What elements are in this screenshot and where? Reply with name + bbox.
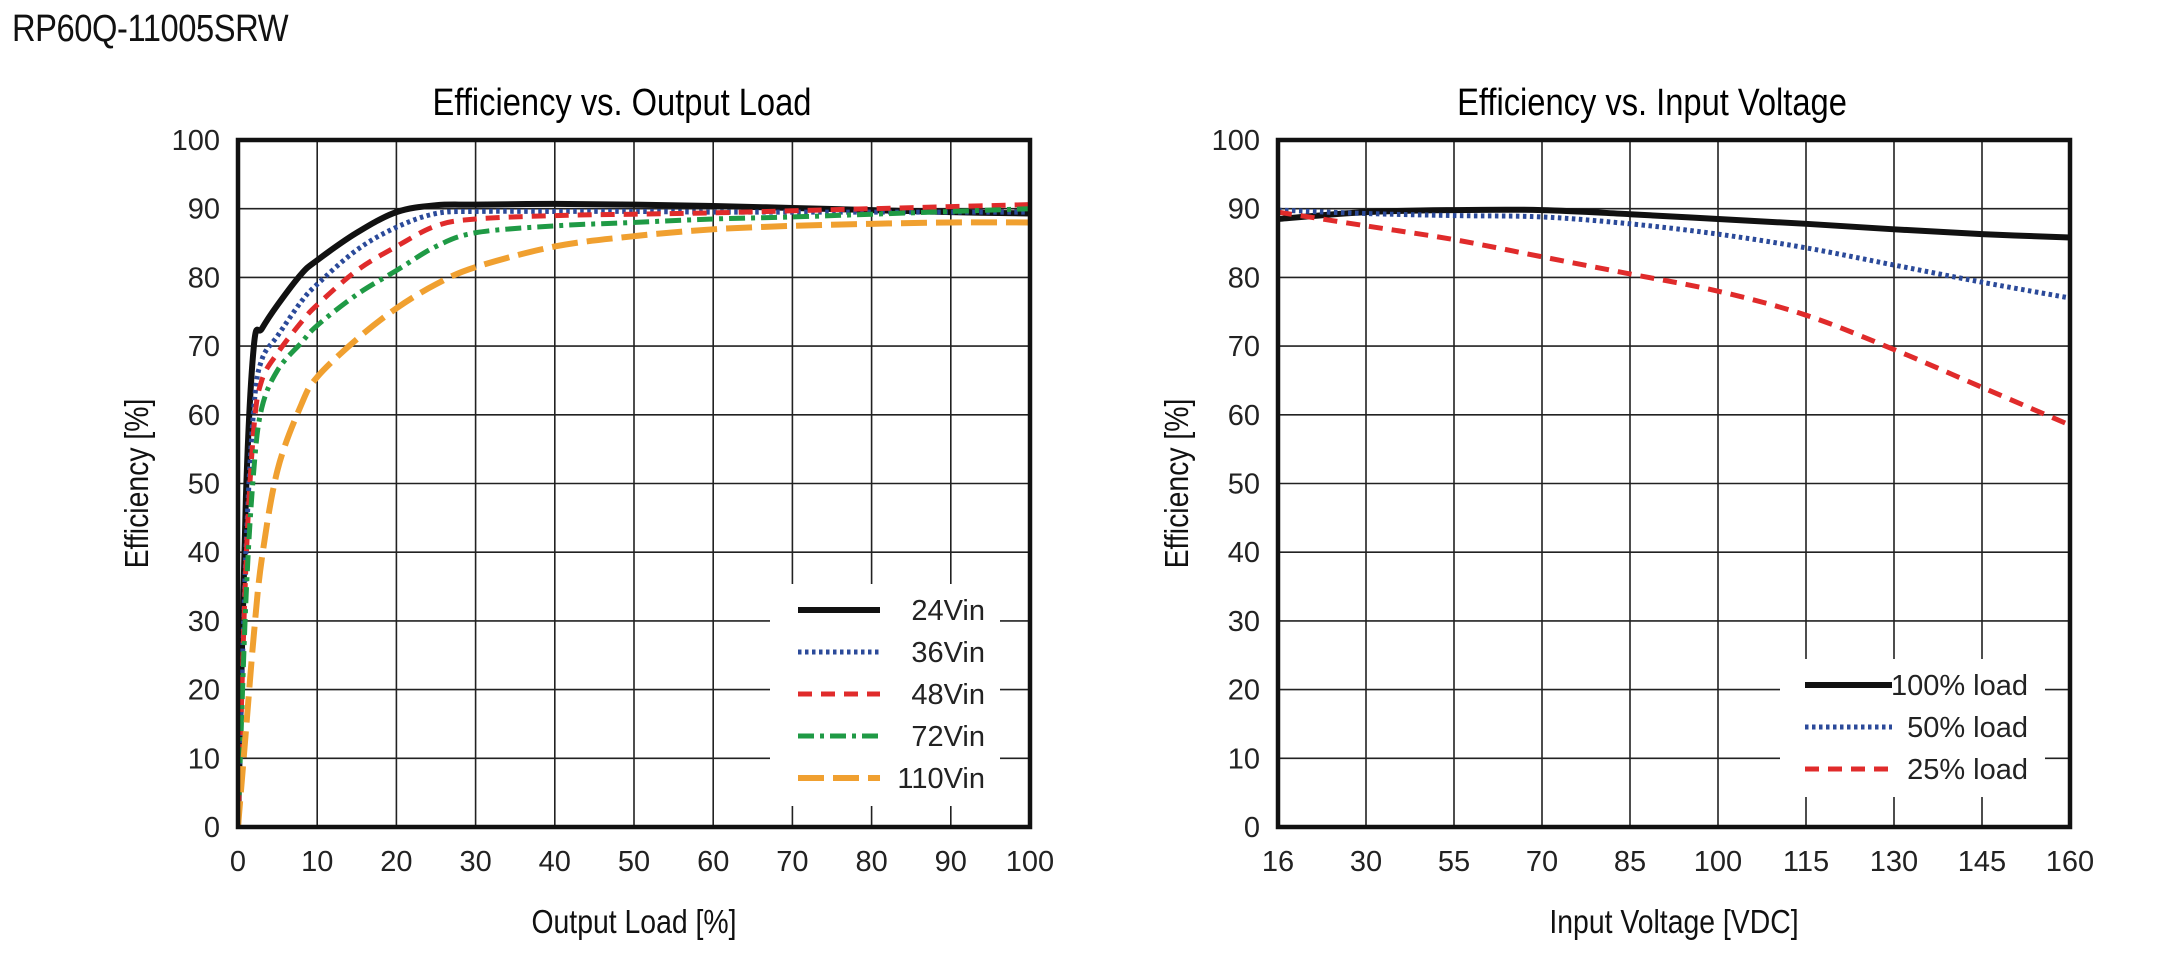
x-tick-label: 145 bbox=[1958, 846, 2006, 878]
y-tick-label: 50 bbox=[1228, 469, 1260, 501]
x-tick-label: 160 bbox=[2046, 846, 2094, 878]
x-tick-label: 60 bbox=[697, 846, 729, 878]
y-tick-label: 60 bbox=[188, 400, 220, 432]
series-group bbox=[1278, 206, 2070, 428]
page-title: RP60Q-11005SRW bbox=[12, 8, 289, 50]
legend-label: 36Vin bbox=[911, 637, 985, 669]
y-tick-label: 50 bbox=[188, 469, 220, 501]
x-tick-label: 30 bbox=[1350, 846, 1382, 878]
y-tick-label: 100 bbox=[172, 125, 220, 157]
y-axis-label: Efficiency [%] bbox=[1158, 399, 1196, 569]
y-tick-label: 30 bbox=[1228, 606, 1260, 638]
x-tick-label: 30 bbox=[459, 846, 491, 878]
y-tick-label: 10 bbox=[1228, 743, 1260, 775]
x-tick-label: 55 bbox=[1438, 846, 1470, 878]
series-line-110vin bbox=[238, 219, 1030, 827]
y-tick-label: 80 bbox=[1228, 262, 1260, 294]
x-tick-label: 10 bbox=[301, 846, 333, 878]
legend-label: 25% load bbox=[1907, 754, 2028, 786]
chart-title: Efficiency vs. Input Voltage bbox=[1457, 81, 1847, 124]
legend: 24Vin 36Vin 48Vin 72Vin 110Vin bbox=[770, 584, 1000, 806]
y-axis-label: Efficiency [%] bbox=[118, 399, 156, 569]
chart-efficiency-vs-output-load: Efficiency vs. Output Load 0 10 20 30 40 50 60 7… bbox=[118, 81, 1054, 941]
legend-label: 24Vin bbox=[911, 595, 985, 627]
x-tick-label: 90 bbox=[935, 846, 967, 878]
x-tick-label: 0 bbox=[230, 846, 246, 878]
y-tick-label: 70 bbox=[1228, 331, 1260, 363]
y-tick-label: 60 bbox=[1228, 400, 1260, 432]
x-tick-label: 40 bbox=[539, 846, 571, 878]
y-tick-label: 0 bbox=[1244, 812, 1260, 844]
y-tick-label: 100 bbox=[1212, 125, 1260, 157]
x-tick-label: 115 bbox=[1783, 846, 1829, 878]
y-tick-label: 80 bbox=[188, 262, 220, 294]
plot-frame bbox=[1275, 137, 2073, 830]
series-line-100-load bbox=[1278, 206, 2070, 241]
x-tick-label: 70 bbox=[1526, 846, 1558, 878]
legend-label: 50% load bbox=[1907, 712, 2028, 744]
y-tick-label: 70 bbox=[188, 331, 220, 363]
y-tick-label: 10 bbox=[188, 743, 220, 775]
series-group bbox=[238, 200, 1030, 827]
y-tick-label: 0 bbox=[204, 812, 220, 844]
x-tick-label: 16 bbox=[1262, 846, 1294, 878]
y-tick-label: 90 bbox=[188, 194, 220, 226]
x-tick-label: 20 bbox=[380, 846, 412, 878]
plot-frame bbox=[235, 137, 1033, 830]
y-tick-label: 20 bbox=[188, 675, 220, 707]
series-line-25-load bbox=[1278, 209, 2070, 428]
legend-label: 48Vin bbox=[911, 679, 985, 711]
y-tick-label: 40 bbox=[1228, 537, 1260, 569]
x-axis-label: Input Voltage [VDC] bbox=[1549, 903, 1798, 941]
y-tick-label: 20 bbox=[1228, 675, 1260, 707]
y-tick-label: 30 bbox=[188, 606, 220, 638]
x-tick-label: 100 bbox=[1006, 846, 1054, 878]
legend-label: 100% load bbox=[1891, 670, 2028, 702]
series-line-72vin bbox=[238, 206, 1030, 827]
series-line-50-load bbox=[1278, 207, 2070, 301]
x-tick-label: 80 bbox=[855, 846, 887, 878]
x-tick-label: 70 bbox=[776, 846, 808, 878]
chart-efficiency-vs-input-voltage: Efficiency vs. Input Voltage 0 10 20 30 40 50 6… bbox=[1158, 81, 2094, 941]
legend-label: 110Vin bbox=[897, 763, 985, 795]
series-line-24vin bbox=[238, 200, 1030, 827]
legend-label: 72Vin bbox=[911, 721, 985, 753]
series-line-48vin bbox=[238, 202, 1030, 827]
y-tick-label: 40 bbox=[188, 537, 220, 569]
x-tick-label: 85 bbox=[1614, 846, 1646, 878]
legend: 100% load 50% load 25% load bbox=[1780, 659, 2045, 797]
x-tick-label: 50 bbox=[618, 846, 650, 878]
x-tick-label: 100 bbox=[1694, 846, 1742, 878]
chart-title: Efficiency vs. Output Load bbox=[433, 81, 812, 124]
x-axis-label: Output Load [%] bbox=[531, 903, 736, 941]
x-tick-label: 130 bbox=[1870, 846, 1918, 878]
y-tick-label: 90 bbox=[1228, 194, 1260, 226]
